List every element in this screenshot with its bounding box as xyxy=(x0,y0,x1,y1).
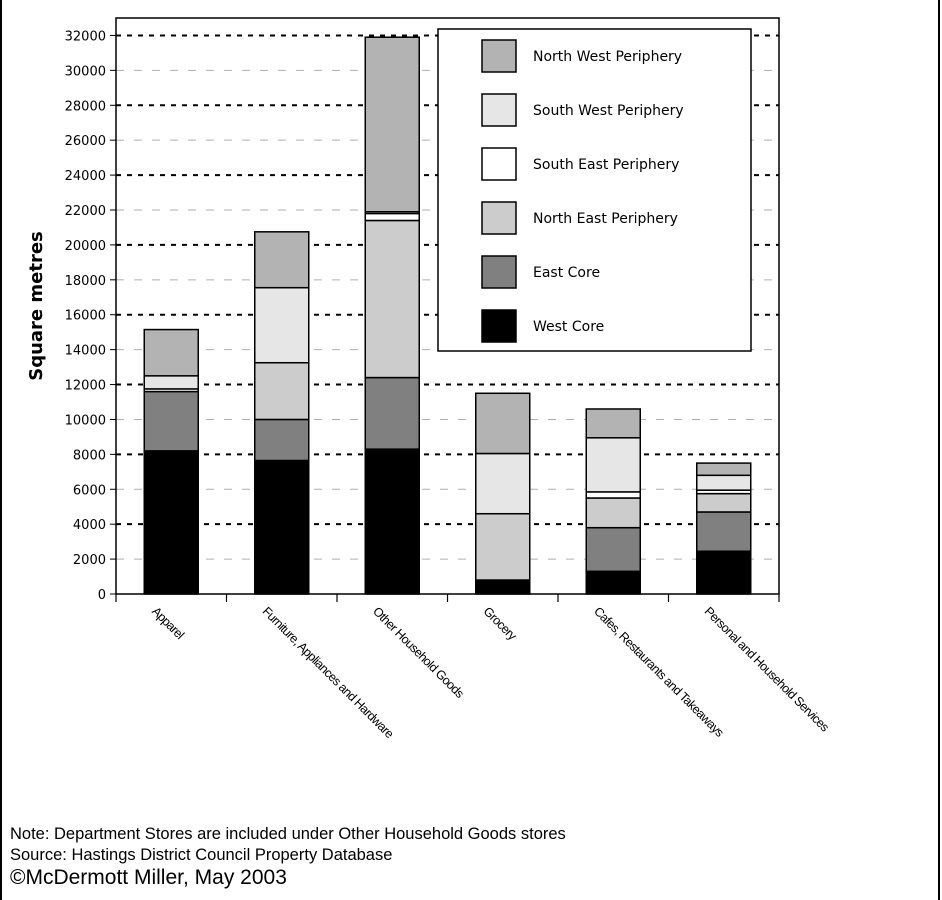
copyright-note: ©McDermott Miller, May 2003 xyxy=(10,866,287,889)
legend-swatch xyxy=(481,255,517,289)
legend-swatch xyxy=(481,201,517,235)
x-axis: Apparel Furniture, Appliances and Hardwar… xyxy=(115,594,832,741)
bar-segment xyxy=(585,497,641,529)
bar-segment xyxy=(364,376,420,450)
x-tick-label: Grocery xyxy=(481,604,520,643)
x-tick-label: Personal and Household Services xyxy=(702,604,832,734)
y-tick-label: 4000 xyxy=(73,518,106,533)
legend-label: South West Periphery xyxy=(533,103,684,119)
legend-swatch xyxy=(481,93,517,127)
bars xyxy=(143,36,752,595)
bar-segment xyxy=(696,511,752,552)
bar-segment xyxy=(143,328,199,377)
legend-label: East Core xyxy=(533,265,600,281)
y-tick-label: 8000 xyxy=(73,448,106,463)
bar-segment xyxy=(254,231,310,289)
bar-segment xyxy=(696,462,752,477)
legend-label: North West Periphery xyxy=(533,49,682,65)
y-tick-label: 28000 xyxy=(65,99,106,114)
bar-segment xyxy=(364,448,420,595)
bar-segment xyxy=(696,492,752,513)
x-tick-label: Cafes, Restaurants and Takeaways xyxy=(591,604,726,739)
x-tick-label: Furniture, Appliances and Hardware xyxy=(260,604,397,741)
legend: North West Periphery South West Periphery… xyxy=(437,28,752,352)
y-tick-label: 2000 xyxy=(73,553,106,568)
x-tick-label: Other Household Goods xyxy=(370,604,467,701)
bar-segment xyxy=(475,512,531,581)
bar-segment xyxy=(475,452,531,515)
y-tick-label: 10000 xyxy=(65,413,106,428)
legend-swatch xyxy=(481,309,517,343)
y-tick-label: 16000 xyxy=(65,309,106,324)
bar-segment xyxy=(585,437,641,493)
bar-segment xyxy=(254,459,310,595)
legend-swatch xyxy=(481,39,517,73)
bar-segment xyxy=(254,418,310,462)
bar-segment xyxy=(364,219,420,379)
bar-segment xyxy=(696,474,752,491)
bar-segment xyxy=(475,392,531,455)
x-tick-label: Apparel xyxy=(149,604,186,641)
y-tick-label: 6000 xyxy=(73,483,106,498)
y-tick-label: 20000 xyxy=(65,239,106,254)
y-tick-label: 32000 xyxy=(65,29,106,44)
y-tick-label: 0 xyxy=(98,588,106,603)
bar-segment xyxy=(364,212,420,222)
bar-segment xyxy=(585,526,641,573)
bar-segment xyxy=(585,491,641,499)
y-tick-label: 24000 xyxy=(65,169,106,184)
y-tick-label: 22000 xyxy=(65,204,106,219)
legend-label: North East Periphery xyxy=(533,211,678,227)
y-tick-label: 14000 xyxy=(65,344,106,359)
bar-segment xyxy=(364,36,420,213)
bar-segment xyxy=(585,408,641,439)
bar-segment xyxy=(585,570,641,595)
y-tick-label: 26000 xyxy=(65,134,106,149)
y-tick-label: 30000 xyxy=(65,64,106,79)
bar-segment xyxy=(143,390,199,452)
y-axis-label: Square metres xyxy=(26,231,47,381)
y-tick-label: 18000 xyxy=(65,274,106,289)
bar-segment xyxy=(254,361,310,421)
source-note: Source: Hastings District Council Proper… xyxy=(10,846,393,864)
legend-label: South East Periphery xyxy=(533,157,679,173)
bar-segment xyxy=(143,375,199,390)
legend-box xyxy=(437,28,752,352)
footnote: Note: Department Stores are included und… xyxy=(10,825,566,843)
bar-segment xyxy=(475,579,531,595)
bar-segment xyxy=(254,286,310,364)
legend-swatch xyxy=(481,147,517,181)
bar-segment xyxy=(696,550,752,595)
y-axis: 0 2000 4000 6000 8000 10000 12000 14000 16000 180… xyxy=(65,29,116,603)
stacked-bar-chart: 0 2000 4000 6000 8000 10000 12000 14000 16000 180… xyxy=(26,17,832,741)
y-tick-label: 12000 xyxy=(65,379,106,394)
bar-segment xyxy=(143,450,199,595)
legend-label: West Core xyxy=(533,319,604,335)
